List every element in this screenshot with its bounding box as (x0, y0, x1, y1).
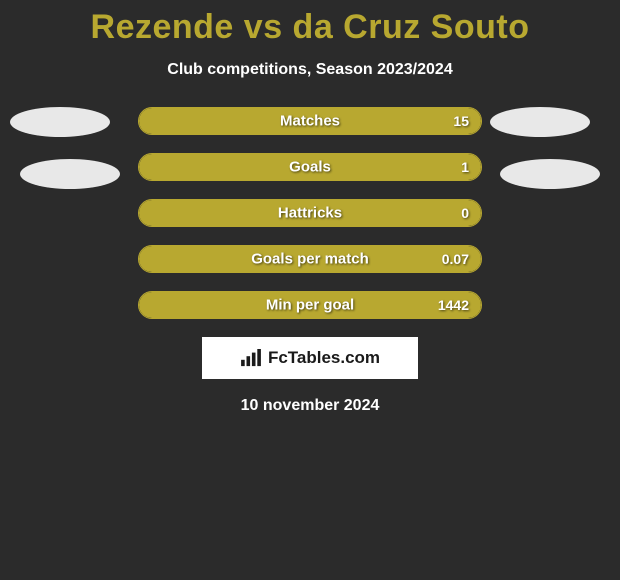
comparison-title: Rezende vs da Cruz Souto (0, 0, 620, 47)
stat-value: 0.07 (442, 251, 469, 267)
stat-label: Matches (280, 113, 340, 130)
stat-label: Min per goal (266, 297, 354, 314)
stat-row: Min per goal 1442 (138, 291, 482, 319)
stat-value: 15 (453, 113, 469, 129)
decorative-ellipse (490, 107, 590, 137)
stat-row: Hattricks 0 (138, 199, 482, 227)
decorative-ellipse (10, 107, 110, 137)
stat-row: Goals 1 (138, 153, 482, 181)
stat-chart: Matches 15 Goals 1 Hattricks 0 Goals per match… (0, 107, 620, 319)
decorative-ellipse (500, 159, 600, 189)
bar-chart-icon (240, 349, 262, 367)
logo-text: FcTables.com (268, 348, 380, 368)
fctables-logo: FcTables.com (202, 337, 418, 379)
stat-label: Goals (289, 159, 331, 176)
decorative-ellipse (20, 159, 120, 189)
comparison-subtitle: Club competitions, Season 2023/2024 (0, 61, 620, 79)
stat-label: Hattricks (278, 205, 342, 222)
snapshot-date: 10 november 2024 (0, 397, 620, 415)
stat-value: 1 (461, 159, 469, 175)
stat-label: Goals per match (251, 251, 369, 268)
stat-row: Matches 15 (138, 107, 482, 135)
stat-row: Goals per match 0.07 (138, 245, 482, 273)
stat-value: 1442 (438, 297, 469, 313)
stat-value: 0 (461, 205, 469, 221)
